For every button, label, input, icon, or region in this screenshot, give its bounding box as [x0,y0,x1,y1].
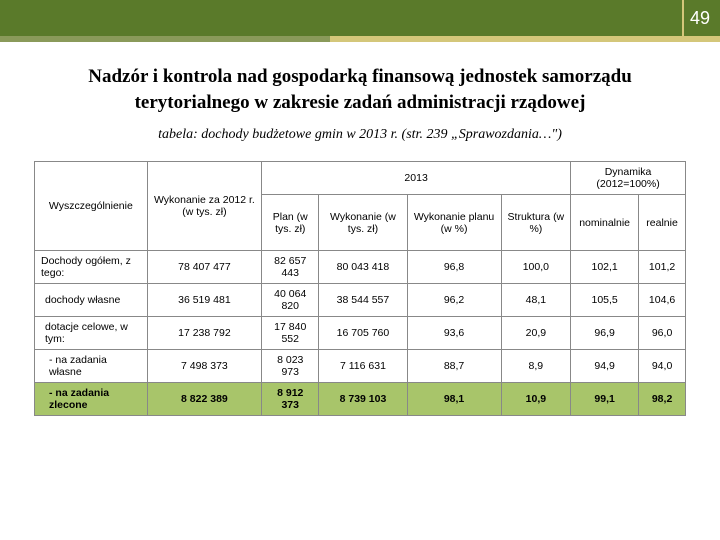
accent-right [330,36,720,42]
table-row: dotacje celowe, w tym:17 238 79217 840 5… [35,317,686,350]
cell: 101,2 [639,251,686,284]
col-header-nominalnie: nominalnie [571,195,639,251]
col-header-wykonanie-planu: Wykonanie planu (w %) [407,195,501,251]
cell: 8 023 973 [262,350,319,383]
table-caption: tabela: dochody budżetowe gmin w 2013 r.… [34,127,686,143]
page-number: 49 [690,8,710,29]
page-title: Nadzór i kontrola nad gospodarką finanso… [34,64,686,115]
title-line-2: terytorialnego w zakresie zadań administ… [135,92,586,113]
cell: 8 912 373 [262,383,319,416]
cell: 88,7 [407,350,501,383]
table-row: Dochody ogółem, z tego:78 407 47782 657 … [35,251,686,284]
col-header-struktura: Struktura (w %) [501,195,571,251]
row-label: dochody własne [35,284,148,317]
col-group-dynamika: Dynamika (2012=100%) [571,162,686,195]
col-header-wykonanie-2012: Wykonanie za 2012 r. (w tys. zł) [147,162,261,251]
cell: 96,2 [407,284,501,317]
cell: 80 043 418 [319,251,407,284]
accent-left [0,36,330,42]
title-line-1: Nadzór i kontrola nad gospodarką finanso… [88,66,632,87]
cell: 78 407 477 [147,251,261,284]
row-label: Dochody ogółem, z tego: [35,251,148,284]
cell: 99,1 [571,383,639,416]
cell: 96,0 [639,317,686,350]
row-label: dotacje celowe, w tym: [35,317,148,350]
cell: 20,9 [501,317,571,350]
budget-table: Wyszczególnienie Wykonanie za 2012 r. (w… [34,161,686,416]
content-area: Nadzór i kontrola nad gospodarką finanso… [0,36,720,416]
cell: 7 498 373 [147,350,261,383]
cell: 94,0 [639,350,686,383]
cell: 94,9 [571,350,639,383]
col-header-plan: Plan (w tys. zł) [262,195,319,251]
cell: 17 840 552 [262,317,319,350]
col-header-wyszczegolnienie: Wyszczególnienie [35,162,148,251]
cell: 8 739 103 [319,383,407,416]
cell: 38 544 557 [319,284,407,317]
col-header-wykonanie: Wykonanie (w tys. zł) [319,195,407,251]
table-wrapper: Wyszczególnienie Wykonanie za 2012 r. (w… [34,161,686,416]
cell: 36 519 481 [147,284,261,317]
col-group-2013: 2013 [262,162,571,195]
cell: 98,1 [407,383,501,416]
table-row: dochody własne36 519 48140 064 82038 544… [35,284,686,317]
cell: 8 822 389 [147,383,261,416]
cell: 96,9 [571,317,639,350]
table-row: - na zadania zlecone8 822 3898 912 3738 … [35,383,686,416]
table-row: - na zadania własne7 498 3738 023 9737 1… [35,350,686,383]
cell: 98,2 [639,383,686,416]
cell: 96,8 [407,251,501,284]
cell: 10,9 [501,383,571,416]
cell: 8,9 [501,350,571,383]
row-label: - na zadania zlecone [35,383,148,416]
cell: 17 238 792 [147,317,261,350]
cell: 16 705 760 [319,317,407,350]
cell: 40 064 820 [262,284,319,317]
col-header-realnie: realnie [639,195,686,251]
table-header-row-1: Wyszczególnienie Wykonanie za 2012 r. (w… [35,162,686,195]
cell: 104,6 [639,284,686,317]
cell: 105,5 [571,284,639,317]
row-label: - na zadania własne [35,350,148,383]
cell: 93,6 [407,317,501,350]
table-body: Dochody ogółem, z tego:78 407 47782 657 … [35,251,686,416]
cell: 48,1 [501,284,571,317]
cell: 100,0 [501,251,571,284]
header-accent-bar [0,36,720,42]
cell: 82 657 443 [262,251,319,284]
cell: 7 116 631 [319,350,407,383]
cell: 102,1 [571,251,639,284]
header-bar: 49 [0,0,720,36]
